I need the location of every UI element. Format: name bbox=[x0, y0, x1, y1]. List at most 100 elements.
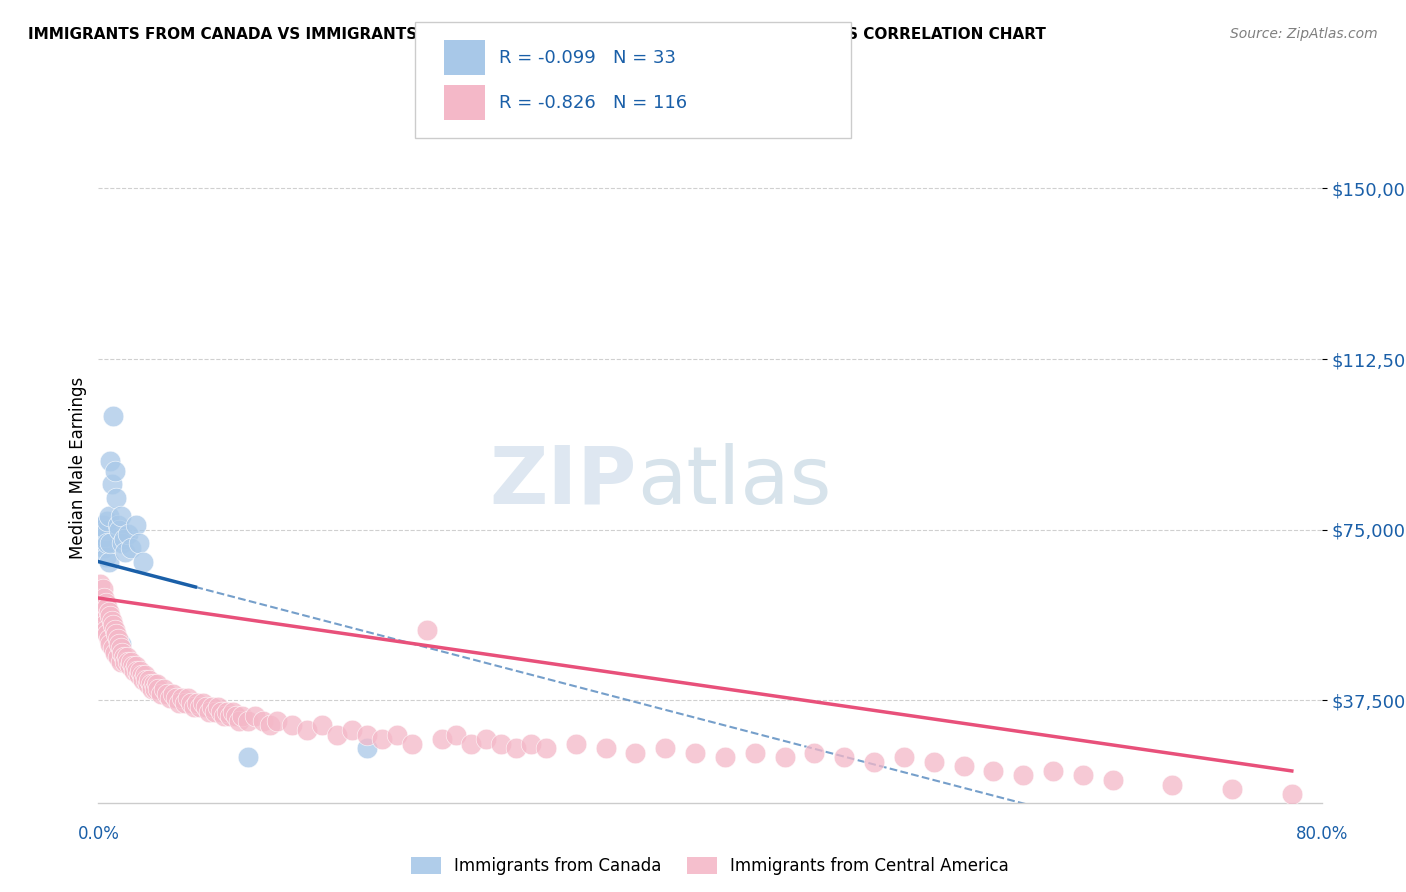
Point bbox=[131, 668, 153, 682]
Point bbox=[117, 527, 139, 541]
Point bbox=[952, 759, 974, 773]
Point bbox=[117, 655, 139, 669]
Point bbox=[122, 664, 145, 678]
Point bbox=[201, 700, 224, 714]
Point bbox=[174, 696, 197, 710]
Point bbox=[98, 636, 121, 650]
Point bbox=[146, 681, 169, 696]
Point bbox=[104, 646, 127, 660]
Point bbox=[165, 691, 187, 706]
Point bbox=[112, 532, 135, 546]
Point bbox=[118, 659, 141, 673]
Point bbox=[91, 518, 114, 533]
Point bbox=[153, 681, 176, 696]
Point bbox=[120, 655, 142, 669]
Point bbox=[103, 618, 125, 632]
Point bbox=[94, 623, 117, 637]
Text: 80.0%: 80.0% bbox=[1295, 825, 1348, 843]
Point bbox=[143, 681, 166, 696]
Point bbox=[93, 618, 115, 632]
Point bbox=[98, 454, 121, 468]
Point bbox=[108, 636, 131, 650]
Point bbox=[111, 536, 134, 550]
Point bbox=[91, 605, 114, 619]
Point bbox=[595, 741, 617, 756]
Point bbox=[138, 673, 160, 687]
Point bbox=[167, 696, 190, 710]
Point bbox=[311, 718, 333, 732]
Point bbox=[863, 755, 886, 769]
Point bbox=[150, 687, 173, 701]
Point bbox=[108, 523, 131, 537]
Point bbox=[125, 659, 148, 673]
Y-axis label: Median Male Earnings: Median Male Earnings bbox=[69, 377, 87, 559]
Point bbox=[371, 732, 394, 747]
Point bbox=[356, 727, 378, 741]
Point bbox=[922, 755, 945, 769]
Point bbox=[132, 555, 155, 569]
Point bbox=[489, 737, 512, 751]
Text: R = -0.826   N = 116: R = -0.826 N = 116 bbox=[499, 94, 688, 112]
Point bbox=[893, 750, 915, 764]
Point bbox=[252, 714, 274, 728]
Point bbox=[96, 600, 118, 615]
Point bbox=[141, 681, 163, 696]
Point bbox=[91, 582, 114, 596]
Point bbox=[93, 591, 115, 605]
Point bbox=[110, 655, 132, 669]
Point bbox=[97, 632, 120, 646]
Point bbox=[156, 687, 179, 701]
Point bbox=[89, 532, 111, 546]
Text: ZIP: ZIP bbox=[489, 442, 637, 521]
Point bbox=[832, 750, 855, 764]
Point bbox=[107, 518, 129, 533]
Point bbox=[231, 709, 253, 723]
Point bbox=[103, 409, 125, 423]
Point bbox=[385, 727, 408, 741]
Point bbox=[120, 541, 142, 555]
Point bbox=[983, 764, 1005, 778]
Point bbox=[91, 527, 114, 541]
Point bbox=[121, 659, 143, 673]
Point bbox=[112, 650, 135, 665]
Point bbox=[132, 673, 155, 687]
Point bbox=[218, 709, 240, 723]
Point bbox=[177, 691, 200, 706]
Point bbox=[281, 718, 304, 732]
Point bbox=[475, 732, 498, 747]
Point bbox=[198, 705, 221, 719]
Point bbox=[94, 596, 117, 610]
Text: Source: ZipAtlas.com: Source: ZipAtlas.com bbox=[1230, 27, 1378, 41]
Point bbox=[89, 600, 111, 615]
Point bbox=[297, 723, 319, 737]
Point bbox=[110, 641, 132, 656]
Point bbox=[401, 737, 423, 751]
Point bbox=[1220, 782, 1243, 797]
Point bbox=[105, 627, 128, 641]
Point bbox=[534, 741, 557, 756]
Point bbox=[105, 491, 128, 505]
Point bbox=[803, 746, 825, 760]
Point bbox=[565, 737, 588, 751]
Point bbox=[1042, 764, 1064, 778]
Point bbox=[159, 691, 181, 706]
Point bbox=[415, 623, 437, 637]
Point bbox=[111, 646, 134, 660]
Point bbox=[1281, 787, 1303, 801]
Point bbox=[204, 705, 226, 719]
Point bbox=[89, 577, 111, 591]
Point bbox=[90, 591, 112, 605]
Point bbox=[183, 700, 205, 714]
Point bbox=[1071, 768, 1094, 782]
Text: IMMIGRANTS FROM CANADA VS IMMIGRANTS FROM CENTRAL AMERICA MEDIAN MALE EARNINGS C: IMMIGRANTS FROM CANADA VS IMMIGRANTS FRO… bbox=[28, 27, 1046, 42]
Point bbox=[228, 714, 250, 728]
Point bbox=[145, 677, 167, 691]
Point bbox=[221, 705, 243, 719]
Point bbox=[101, 614, 124, 628]
Point bbox=[101, 477, 124, 491]
Point bbox=[110, 636, 132, 650]
Point bbox=[142, 677, 165, 691]
Point bbox=[114, 545, 136, 559]
Point bbox=[460, 737, 482, 751]
Point bbox=[215, 705, 238, 719]
